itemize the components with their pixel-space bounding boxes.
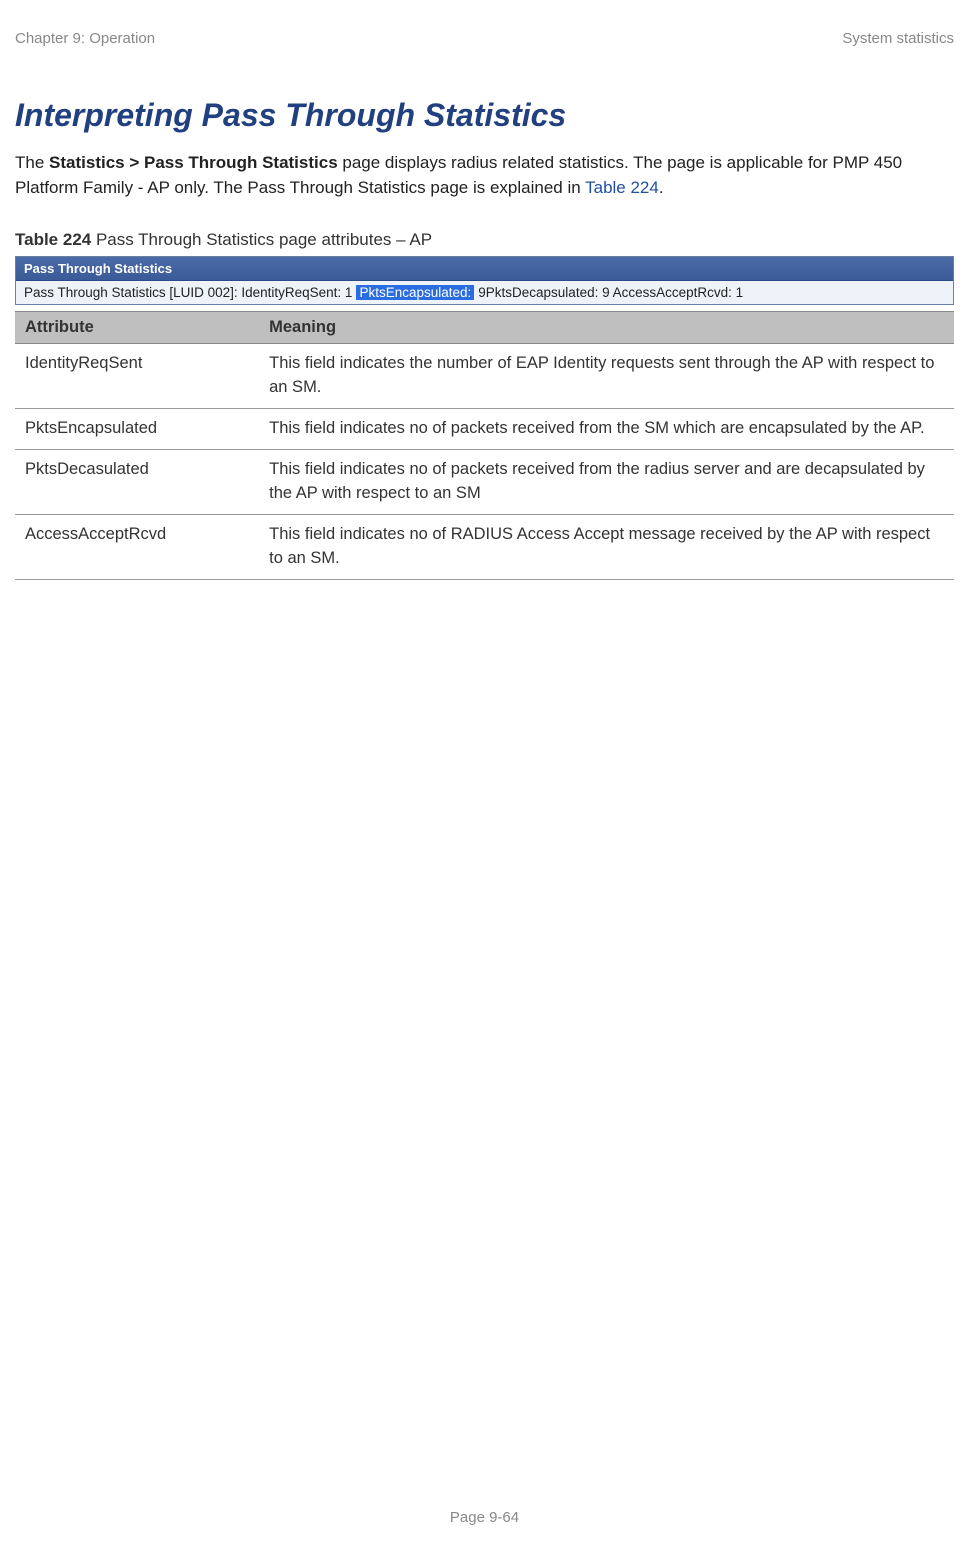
table-row: PktsEncapsulated This field indicates no… bbox=[15, 409, 954, 450]
intro-table-link[interactable]: Table 224 bbox=[585, 178, 659, 197]
ss-highlight: PktsEncapsulated: bbox=[356, 285, 474, 300]
page-container: Chapter 9: Operation System statistics I… bbox=[0, 0, 969, 1556]
header-right: System statistics bbox=[842, 30, 954, 47]
cell-meaning: This field indicates no of packets recei… bbox=[259, 409, 954, 450]
ss-line-prefix: Pass Through Statistics [LUID 002]: Iden… bbox=[24, 285, 352, 300]
intro-prefix: The bbox=[15, 153, 49, 172]
header-left: Chapter 9: Operation bbox=[15, 30, 155, 47]
page-title: Interpreting Pass Through Statistics bbox=[15, 97, 954, 134]
table-header-row: Attribute Meaning bbox=[15, 312, 954, 344]
page-footer: Page 9-64 bbox=[0, 1509, 969, 1526]
table-row: AccessAcceptRcvd This field indicates no… bbox=[15, 514, 954, 579]
cell-attr: AccessAcceptRcvd bbox=[15, 514, 259, 579]
th-meaning: Meaning bbox=[259, 312, 954, 344]
table-caption: Table 224 Pass Through Statistics page a… bbox=[15, 230, 954, 250]
cell-meaning: This field indicates no of RADIUS Access… bbox=[259, 514, 954, 579]
intro-bold-path: Statistics > Pass Through Statistics bbox=[49, 153, 338, 172]
page-header: Chapter 9: Operation System statistics bbox=[15, 30, 954, 47]
cell-meaning: This field indicates no of packets recei… bbox=[259, 450, 954, 515]
cell-meaning: This field indicates the number of EAP I… bbox=[259, 344, 954, 409]
screenshot-body: Pass Through Statistics [LUID 002]: Iden… bbox=[16, 281, 953, 304]
th-attribute: Attribute bbox=[15, 312, 259, 344]
screenshot-titlebar: Pass Through Statistics bbox=[16, 257, 953, 281]
cell-attr: PktsDecasulated bbox=[15, 450, 259, 515]
screenshot-panel: Pass Through Statistics Pass Through Sta… bbox=[15, 256, 954, 305]
table-row: PktsDecasulated This field indicates no … bbox=[15, 450, 954, 515]
intro-suffix: . bbox=[659, 178, 664, 197]
table-row: IdentityReqSent This field indicates the… bbox=[15, 344, 954, 409]
caption-rest: Pass Through Statistics page attributes … bbox=[91, 230, 432, 249]
cell-attr: PktsEncapsulated bbox=[15, 409, 259, 450]
caption-bold: Table 224 bbox=[15, 230, 91, 249]
attributes-table: Attribute Meaning IdentityReqSent This f… bbox=[15, 311, 954, 579]
cell-attr: IdentityReqSent bbox=[15, 344, 259, 409]
intro-paragraph: The Statistics > Pass Through Statistics… bbox=[15, 151, 954, 200]
ss-line-mid: 9PktsDecapsulated: 9 AccessAcceptRcvd: 1 bbox=[478, 285, 743, 300]
